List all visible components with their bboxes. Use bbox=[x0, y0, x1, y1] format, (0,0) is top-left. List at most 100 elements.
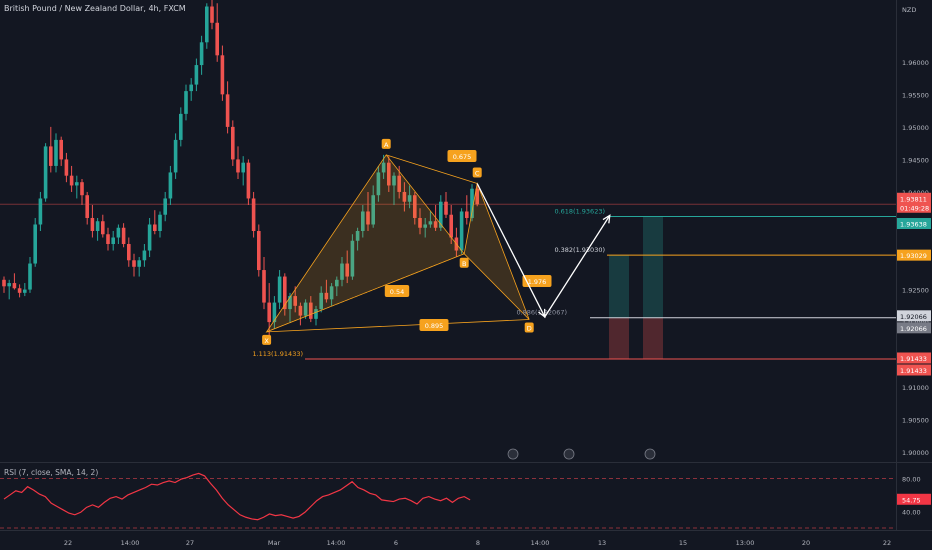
fib-level-label: 0.382(1.93030) bbox=[554, 246, 605, 254]
rsi-line bbox=[3, 472, 471, 521]
candle-body bbox=[189, 84, 193, 92]
candle-body bbox=[33, 224, 37, 264]
candle-body bbox=[433, 221, 438, 228]
pattern-point-label: B bbox=[462, 260, 466, 268]
pattern-point-badge bbox=[262, 334, 272, 345]
event-icon bbox=[563, 448, 575, 460]
time-tick-label: 14:00 bbox=[121, 539, 140, 547]
time-tick-label: 14:00 bbox=[531, 539, 550, 547]
candle-body bbox=[246, 162, 251, 199]
candle-body bbox=[257, 231, 261, 271]
candle-body bbox=[288, 296, 292, 310]
pane-divider[interactable] bbox=[0, 462, 932, 463]
pattern-point-label: X bbox=[264, 337, 269, 345]
candle-body bbox=[153, 224, 157, 231]
candle-body bbox=[2, 279, 6, 287]
candle-body bbox=[173, 139, 178, 173]
price-axis-badge bbox=[897, 310, 931, 322]
price-tick-label: 1.90500 bbox=[902, 417, 929, 425]
symbol-title[interactable]: British Pound / New Zealand Dollar, 4h, … bbox=[4, 4, 186, 13]
candle-body bbox=[444, 201, 448, 215]
candle-body bbox=[470, 188, 474, 218]
candle-body bbox=[428, 221, 433, 225]
price-tick-label: 1.90000 bbox=[902, 449, 929, 457]
candle-body bbox=[267, 302, 271, 323]
candle-body bbox=[158, 214, 162, 231]
candle-body bbox=[142, 250, 147, 261]
candle-body bbox=[475, 188, 479, 205]
price-axis-value: 1.93638 bbox=[900, 221, 927, 229]
ratio-badge bbox=[384, 285, 410, 297]
candle-body bbox=[7, 283, 11, 287]
pattern-point-badge bbox=[459, 257, 469, 268]
candle-body bbox=[101, 221, 105, 235]
time-tick-label: 22 bbox=[883, 539, 891, 547]
event-icon bbox=[507, 448, 519, 460]
candle-body bbox=[95, 221, 100, 231]
price-axis-badge bbox=[897, 249, 931, 261]
time-tick-label: 22 bbox=[64, 539, 72, 547]
candle-body bbox=[283, 276, 287, 310]
candle-body bbox=[340, 263, 344, 280]
candle-body bbox=[43, 146, 48, 199]
candle-body bbox=[90, 217, 95, 231]
candle-body bbox=[272, 302, 277, 323]
target-zone-1 bbox=[609, 255, 629, 318]
candle-body bbox=[75, 182, 79, 186]
candle-body bbox=[49, 146, 53, 166]
price-axis-badge bbox=[897, 364, 931, 376]
price-tick-label: 1.96000 bbox=[902, 59, 929, 67]
rsi-tick-label: 40.00 bbox=[902, 508, 921, 516]
pattern-xb-line bbox=[266, 253, 465, 333]
time-tick-label: 13:00 bbox=[736, 539, 755, 547]
stop-zone-2 bbox=[643, 317, 663, 359]
candle-body bbox=[392, 175, 396, 186]
candle-body bbox=[397, 175, 401, 192]
candle-body bbox=[132, 260, 136, 267]
time-tick-label: 8 bbox=[476, 539, 480, 547]
price-axis-badge bbox=[897, 322, 931, 334]
candle-body bbox=[64, 159, 69, 176]
candle-body bbox=[54, 139, 58, 166]
candle-body bbox=[23, 289, 27, 293]
pattern-xd-line bbox=[266, 319, 530, 333]
candle-body bbox=[423, 224, 427, 228]
candle-body bbox=[236, 159, 240, 173]
candle-body bbox=[69, 175, 74, 186]
time-tick-label: 15 bbox=[679, 539, 687, 547]
candle-body bbox=[215, 22, 219, 56]
pattern-point-badge bbox=[381, 138, 391, 149]
price-tick-label: 1.95500 bbox=[902, 91, 929, 99]
rsi-tick-label: 80.00 bbox=[902, 475, 921, 483]
rsi-title[interactable]: RSI (7, close, SMA, 14, 2) bbox=[4, 468, 99, 477]
candle-body bbox=[324, 292, 329, 300]
rsi-value-badge bbox=[897, 493, 931, 505]
candle-body bbox=[314, 309, 318, 319]
candle-body bbox=[366, 211, 370, 225]
candle-body bbox=[319, 292, 323, 310]
candle-body bbox=[59, 139, 63, 160]
currency-label: NZD bbox=[902, 6, 916, 14]
ratio-label: 0.54 bbox=[390, 288, 404, 296]
candle-body bbox=[381, 162, 386, 173]
candle-body bbox=[220, 55, 225, 95]
price-axis-badge bbox=[897, 218, 931, 230]
candle-body bbox=[293, 296, 297, 306]
candle-body bbox=[251, 198, 256, 231]
candle-body bbox=[361, 211, 365, 231]
candle-body bbox=[199, 42, 204, 66]
candle-body bbox=[449, 214, 453, 238]
price-axis-border bbox=[896, 0, 897, 530]
candle-body bbox=[345, 263, 349, 277]
stop-zone-1 bbox=[609, 317, 629, 359]
event-icon bbox=[644, 448, 656, 460]
candle-body bbox=[439, 201, 443, 228]
candle-body bbox=[413, 195, 417, 218]
time-tick-label: 13 bbox=[598, 539, 606, 547]
candle-body bbox=[465, 211, 469, 218]
candle-body bbox=[28, 263, 32, 290]
time-tick-label: Mar bbox=[268, 539, 281, 547]
candle-body bbox=[309, 302, 313, 319]
